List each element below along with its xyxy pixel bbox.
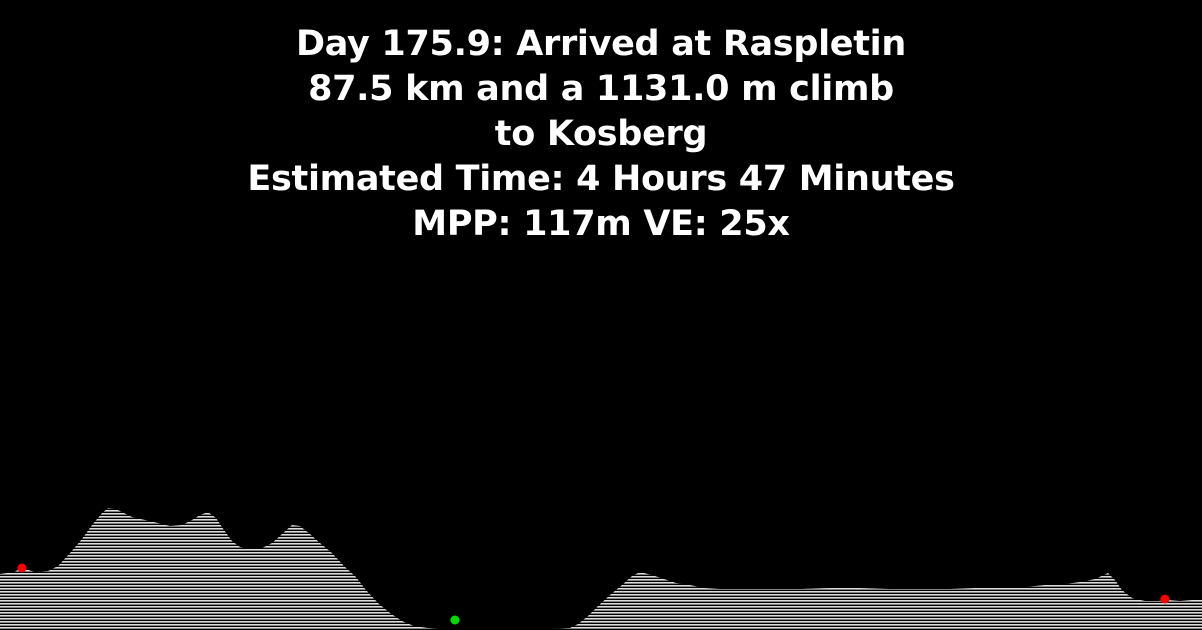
distance-climb-text: 87.5 km and a 1131.0 m climb — [308, 69, 894, 109]
current-position-marker — [450, 615, 460, 625]
estimated-time-text: Estimated Time: 4 Hours 47 Minutes — [247, 159, 955, 199]
terrain-silhouette — [0, 508, 1202, 630]
end-marker — [1160, 594, 1170, 604]
route-info: Day 175.9: Arrived at Raspletin 87.5 km … — [0, 22, 1202, 247]
day-arrival-text: Day 175.9: Arrived at Raspletin — [296, 24, 906, 64]
start-marker — [17, 563, 27, 573]
destination-text: to Kosberg — [494, 114, 708, 154]
mpp-ve-text: MPP: 117m VE: 25x — [412, 204, 790, 244]
